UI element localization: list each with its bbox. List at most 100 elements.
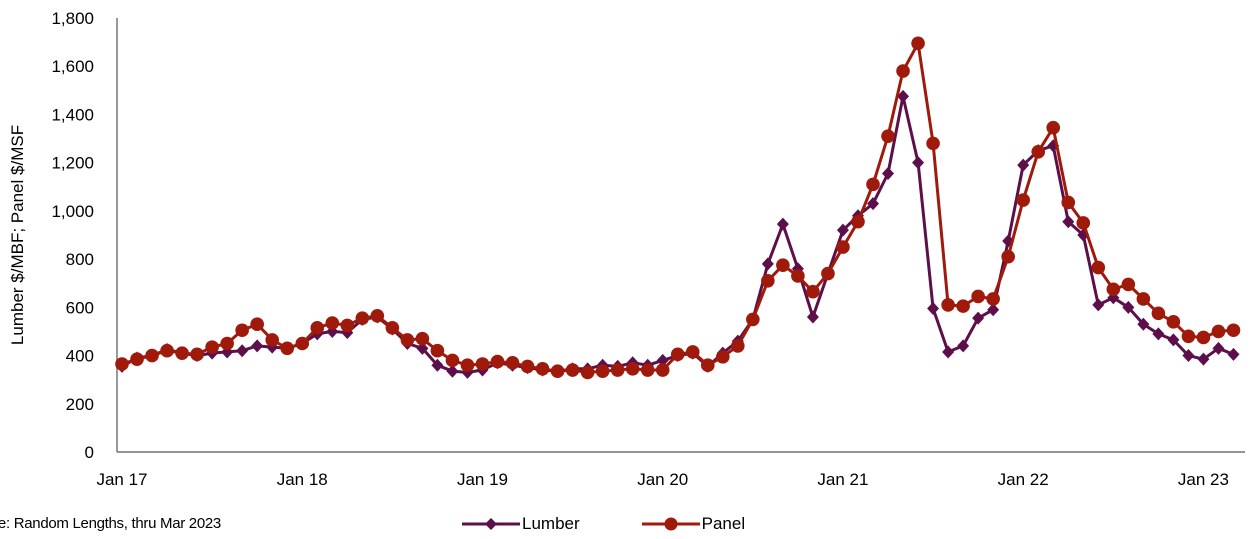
data-point	[115, 357, 129, 371]
legend-lumber-marker-icon	[462, 518, 520, 530]
series-lumber	[116, 89, 1240, 379]
data-point	[731, 339, 745, 353]
data-point	[926, 136, 940, 151]
data-point	[896, 64, 910, 78]
y-tick-label: 1,600	[51, 57, 94, 76]
y-tick-label: 600	[66, 298, 94, 317]
data-point	[490, 354, 505, 369]
x-tick-labels: Jan 17 Jan 18 Jan 19 Jan 20 Jan 21 Jan 22 Jan …	[96, 470, 1228, 489]
data-point	[911, 36, 925, 51]
data-point	[942, 345, 955, 359]
x-tick-label: Jan 21	[817, 470, 868, 489]
data-point	[265, 333, 280, 347]
data-point	[866, 177, 880, 192]
y-tick-labels: 0 200 400 600 800 1,000 1,200 1,400 1,600 1,800	[51, 9, 94, 462]
data-point	[1001, 249, 1015, 264]
line-chart: 0 200 400 600 800 1,000 1,200 1,400 1,600 1,800 J…	[8, 9, 1245, 489]
data-point	[746, 312, 760, 327]
data-point	[190, 347, 204, 362]
data-point	[791, 269, 805, 283]
data-point	[565, 363, 580, 377]
y-tick-label: 200	[66, 395, 94, 414]
data-point	[956, 299, 970, 313]
legend: Lumber Panel	[462, 514, 807, 534]
data-point	[1196, 330, 1211, 345]
series-line	[121, 94, 1235, 374]
data-point	[1152, 327, 1165, 341]
data-point	[1227, 347, 1240, 361]
x-tick-label: Jan 19	[457, 470, 508, 489]
data-point	[1016, 193, 1030, 207]
data-point	[655, 363, 670, 377]
x-tick-label: Jan 17	[96, 470, 147, 489]
y-tick-label: 800	[66, 250, 94, 269]
data-point	[460, 358, 475, 373]
legend-item-panel: Panel	[641, 514, 746, 534]
data-point	[475, 357, 490, 371]
data-point	[836, 223, 849, 237]
data-point	[941, 298, 955, 312]
data-point	[836, 240, 850, 254]
data-point	[130, 352, 144, 366]
data-point	[700, 358, 715, 373]
data-point	[1137, 317, 1150, 331]
data-point	[415, 331, 430, 346]
data-point	[610, 363, 625, 377]
data-point	[400, 333, 415, 347]
data-point	[205, 340, 219, 354]
data-point	[806, 310, 819, 324]
data-point	[160, 343, 174, 358]
data-point	[882, 167, 895, 181]
data-point	[1062, 215, 1075, 229]
data-point	[1136, 292, 1151, 306]
source-note: urce: Random Lengths, thru Mar 2023	[0, 515, 221, 532]
data-point	[1046, 120, 1061, 135]
y-tick-label: 1,000	[51, 202, 94, 221]
data-point	[1031, 145, 1046, 159]
data-point	[927, 302, 940, 316]
data-point	[445, 353, 460, 368]
data-point	[1092, 298, 1105, 312]
data-point	[821, 266, 835, 281]
data-point	[175, 346, 189, 360]
data-point	[897, 89, 910, 103]
legend-label-panel: Panel	[701, 514, 746, 533]
data-point	[145, 348, 159, 363]
data-point	[250, 317, 264, 332]
data-point	[881, 129, 895, 143]
data-point	[716, 349, 730, 364]
data-point	[1122, 300, 1135, 314]
data-point	[355, 311, 370, 325]
data-point	[385, 321, 400, 335]
data-point	[640, 363, 655, 377]
data-point	[280, 341, 295, 356]
data-point	[431, 358, 444, 372]
data-point	[505, 355, 520, 370]
y-tick-label: 1,800	[51, 9, 94, 28]
x-tick-label: Jan 22	[998, 470, 1049, 489]
data-point	[625, 362, 640, 376]
data-point	[236, 344, 249, 358]
data-point	[325, 316, 340, 330]
data-point	[1121, 277, 1136, 292]
data-point	[295, 336, 310, 351]
data-point	[235, 323, 249, 338]
x-tick-label: Jan 23	[1178, 470, 1229, 489]
y-axis-label: Lumber $/MBF; Panel $/MSF	[8, 125, 27, 345]
y-tick-label: 400	[66, 347, 94, 366]
data-point	[806, 284, 820, 299]
data-point	[370, 308, 385, 323]
data-point	[1017, 158, 1030, 172]
data-point	[761, 257, 774, 271]
data-point	[1061, 195, 1076, 210]
data-point	[340, 318, 355, 333]
y-tick-label: 1,200	[51, 154, 94, 173]
data-point	[580, 365, 595, 380]
data-point	[1091, 260, 1106, 275]
data-point	[430, 343, 445, 358]
data-point	[1181, 329, 1196, 344]
legend-panel-marker-icon	[641, 517, 700, 531]
data-point	[851, 214, 865, 229]
data-point	[1182, 349, 1195, 363]
data-point	[1167, 333, 1180, 347]
